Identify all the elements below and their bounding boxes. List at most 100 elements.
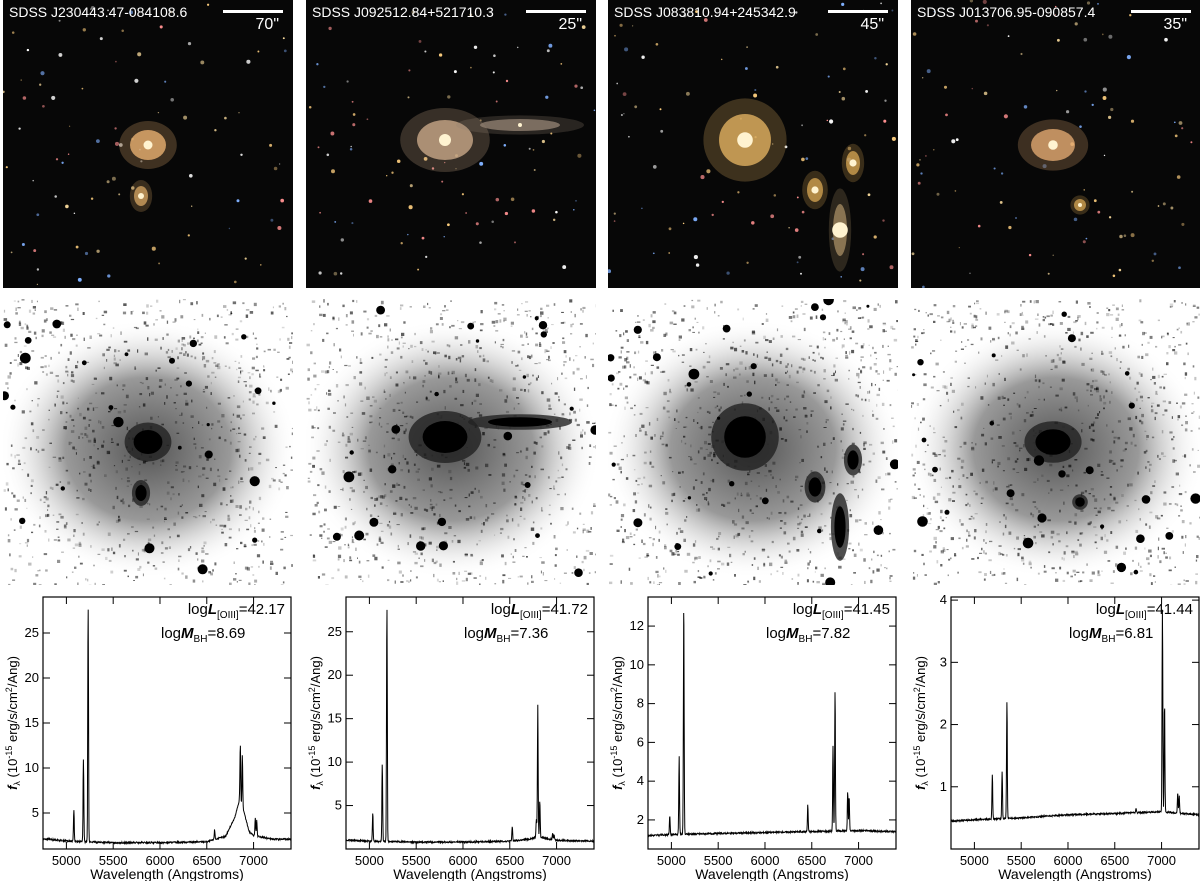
noise-speck	[482, 432, 485, 436]
noise-speck	[479, 355, 482, 358]
noise-speck	[722, 338, 725, 340]
noise-speck	[474, 368, 477, 372]
star	[1093, 199, 1097, 203]
noise-speck	[1047, 519, 1051, 522]
star	[652, 252, 655, 255]
noise-speck	[822, 337, 825, 341]
noise-speck	[143, 549, 146, 553]
star	[206, 3, 210, 6]
noise-speck	[1186, 322, 1190, 326]
noise-speck	[150, 391, 154, 395]
noise-speck	[650, 364, 654, 366]
noise-speck	[965, 504, 968, 507]
noise-speck	[88, 424, 90, 427]
star	[660, 129, 664, 133]
noise-speck	[658, 530, 661, 534]
noise-speck	[1074, 573, 1076, 576]
noise-speck	[292, 360, 293, 364]
galaxy-core-shape	[135, 485, 147, 501]
noise-speck	[968, 305, 971, 308]
star	[137, 52, 142, 57]
noise-speck	[203, 364, 207, 368]
noise-speck	[180, 315, 184, 319]
noise-speck	[547, 317, 549, 319]
noise-speck	[1093, 507, 1097, 509]
noise-speck	[273, 348, 276, 351]
noise-speck	[55, 483, 59, 486]
noise-speck	[182, 478, 185, 482]
noise-speck	[123, 538, 126, 541]
noise-speck	[441, 323, 444, 326]
star	[693, 217, 698, 222]
noise-speck	[937, 581, 940, 584]
noise-speck	[1140, 421, 1144, 425]
noise-speck	[395, 500, 398, 502]
noise-speck	[313, 409, 317, 411]
noise-speck	[979, 481, 981, 484]
noise-speck	[829, 533, 831, 536]
y-tick-label: 2	[637, 812, 644, 827]
noise-speck	[710, 480, 713, 482]
noise-speck	[555, 480, 558, 483]
source-dot	[113, 416, 124, 428]
noise-speck	[214, 376, 217, 378]
noise-speck	[842, 449, 844, 452]
noise-speck	[185, 351, 187, 354]
noise-speck	[209, 317, 211, 321]
noise-speck	[238, 427, 240, 430]
noise-speck	[563, 363, 565, 367]
noise-speck	[643, 513, 646, 517]
noise-speck	[668, 416, 671, 419]
source-dot	[185, 380, 192, 387]
noise-speck	[767, 555, 769, 557]
noise-speck	[367, 574, 370, 578]
noise-speck	[1152, 375, 1156, 379]
noise-speck	[1035, 542, 1037, 545]
noise-speck	[350, 508, 353, 510]
noise-speck	[1021, 558, 1025, 562]
noise-speck	[323, 523, 326, 526]
noise-speck	[474, 487, 476, 490]
noise-speck	[1163, 502, 1167, 506]
star	[67, 153, 70, 155]
star	[700, 175, 705, 180]
noise-speck	[228, 528, 232, 531]
noise-speck	[1128, 344, 1130, 348]
star	[1190, 141, 1193, 144]
noise-speck	[519, 451, 522, 453]
noise-speck	[539, 342, 541, 345]
scale-bar-label: 70"	[255, 16, 279, 33]
noise-speck	[237, 376, 241, 379]
noise-speck	[1155, 515, 1159, 519]
noise-speck	[1173, 300, 1176, 303]
star	[1131, 190, 1134, 193]
noise-speck	[588, 572, 591, 574]
noise-speck	[238, 480, 240, 484]
noise-speck	[1096, 327, 1098, 330]
y-tick-label: 5	[335, 798, 342, 813]
noise-speck	[503, 488, 506, 492]
noise-speck	[1028, 338, 1031, 340]
noise-speck	[1168, 569, 1172, 572]
noise-speck	[1176, 328, 1179, 331]
noise-speck	[172, 493, 175, 496]
noise-speck	[229, 470, 232, 472]
noise-speck	[1038, 510, 1041, 513]
noise-speck	[1004, 321, 1006, 323]
noise-speck	[146, 311, 149, 315]
noise-speck	[1048, 323, 1051, 326]
noise-speck	[943, 527, 946, 530]
noise-speck	[997, 461, 1001, 465]
star	[10, 251, 13, 254]
noise-speck	[399, 307, 402, 310]
star	[90, 197, 94, 200]
noise-speck	[1006, 485, 1010, 488]
star	[260, 264, 262, 266]
noise-speck	[240, 370, 242, 374]
noise-speck	[962, 474, 965, 477]
noise-speck	[770, 401, 773, 404]
noise-speck	[3, 318, 8, 321]
noise-speck	[386, 524, 390, 527]
noise-speck	[1026, 353, 1028, 357]
noise-speck	[1168, 503, 1172, 505]
